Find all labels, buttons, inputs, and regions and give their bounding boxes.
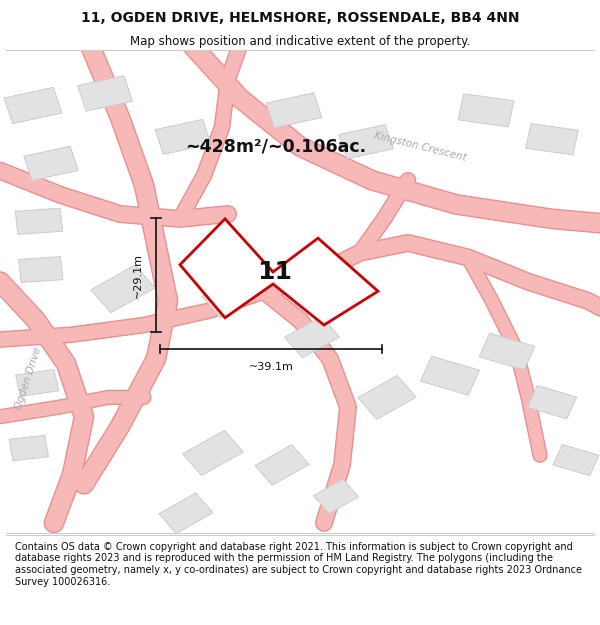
Polygon shape bbox=[180, 219, 378, 325]
Polygon shape bbox=[314, 479, 358, 514]
Text: Kingston Crescent: Kingston Crescent bbox=[373, 130, 467, 163]
Polygon shape bbox=[527, 386, 577, 419]
Polygon shape bbox=[421, 356, 479, 395]
Text: 11: 11 bbox=[257, 259, 292, 284]
Polygon shape bbox=[553, 444, 599, 476]
Polygon shape bbox=[91, 265, 155, 312]
Polygon shape bbox=[4, 88, 62, 124]
Polygon shape bbox=[16, 208, 62, 234]
Polygon shape bbox=[159, 493, 213, 534]
Polygon shape bbox=[266, 93, 322, 128]
Polygon shape bbox=[255, 445, 309, 485]
Text: ~39.1m: ~39.1m bbox=[248, 362, 293, 372]
Polygon shape bbox=[77, 76, 133, 111]
Polygon shape bbox=[16, 369, 59, 396]
Polygon shape bbox=[358, 376, 416, 419]
Polygon shape bbox=[526, 124, 578, 155]
Text: ~29.1m: ~29.1m bbox=[133, 253, 143, 298]
Text: 11, OGDEN DRIVE, HELMSHORE, ROSSENDALE, BB4 4NN: 11, OGDEN DRIVE, HELMSHORE, ROSSENDALE, … bbox=[81, 11, 519, 25]
Polygon shape bbox=[155, 119, 211, 154]
Polygon shape bbox=[9, 435, 49, 461]
Polygon shape bbox=[19, 256, 63, 282]
Polygon shape bbox=[182, 430, 244, 476]
Polygon shape bbox=[24, 146, 78, 181]
Polygon shape bbox=[458, 94, 514, 127]
Polygon shape bbox=[284, 316, 340, 357]
Polygon shape bbox=[202, 274, 260, 318]
Text: Contains OS data © Crown copyright and database right 2021. This information is : Contains OS data © Crown copyright and d… bbox=[15, 542, 582, 586]
Polygon shape bbox=[479, 333, 535, 370]
Text: Map shows position and indicative extent of the property.: Map shows position and indicative extent… bbox=[130, 35, 470, 48]
Text: ~428m²/~0.106ac.: ~428m²/~0.106ac. bbox=[185, 138, 367, 156]
Polygon shape bbox=[339, 124, 393, 159]
Text: Ogden Drive: Ogden Drive bbox=[14, 346, 44, 411]
